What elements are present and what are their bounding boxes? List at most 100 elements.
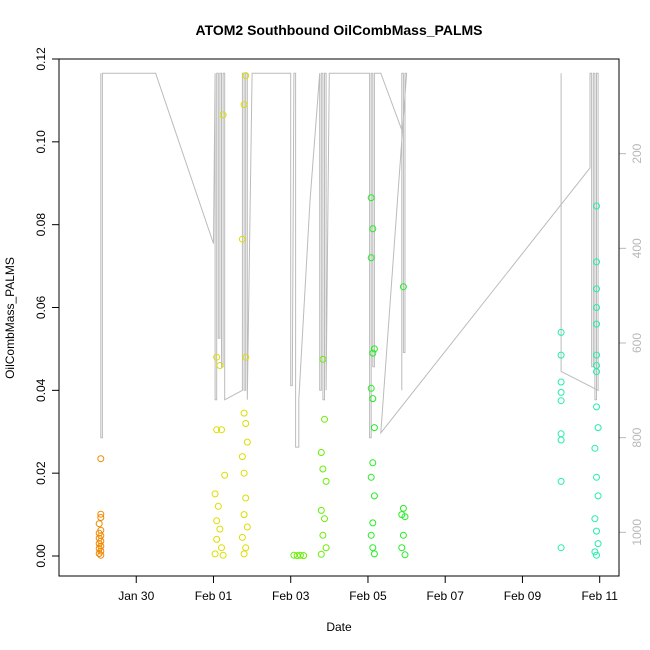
- data-point-series-5: [591, 515, 599, 523]
- data-point-series-5: [594, 540, 602, 548]
- data-point-series-1: [97, 514, 105, 521]
- data-point-series-5: [593, 304, 600, 311]
- data-point-series-4: [370, 345, 378, 353]
- data-point-series-5: [557, 430, 565, 438]
- data-point-series-3: [296, 551, 304, 559]
- data-point-series-4: [369, 544, 377, 552]
- y-tick-label: 0.02: [34, 461, 48, 485]
- data-point-series-2: [238, 533, 246, 541]
- data-point-series-2: [211, 550, 219, 558]
- data-point-series-5: [591, 548, 599, 556]
- altitude-trace-line: [100, 72, 599, 448]
- data-point-series-5: [594, 492, 602, 500]
- data-point-series-2: [240, 550, 248, 558]
- data-point-series-4: [370, 492, 378, 500]
- data-point-series-3: [319, 531, 327, 539]
- data-point-series-5: [557, 378, 565, 386]
- data-point-series-2: [240, 409, 248, 417]
- x-axis-label: Date: [326, 620, 352, 634]
- data-point-series-4: [370, 424, 378, 432]
- data-point-series-5: [593, 320, 600, 328]
- y2-tick-label: 800: [630, 427, 644, 447]
- data-point-series-5: [594, 424, 602, 432]
- y2-tick-label: 400: [630, 238, 644, 258]
- data-point-series-2: [238, 453, 246, 461]
- data-point-series-4: [369, 395, 377, 403]
- data-point-series-5: [593, 351, 600, 359]
- data-point-series-4: [370, 550, 378, 558]
- data-point-series-2: [213, 517, 221, 525]
- data-point-series-1: [97, 510, 105, 518]
- data-point-series-4: [367, 194, 375, 202]
- data-point-series-2: [213, 426, 221, 434]
- data-point-series-5: [557, 477, 565, 485]
- y2-tick-label: 200: [630, 143, 644, 163]
- data-point-series-2: [242, 72, 250, 80]
- data-point-series-4: [369, 459, 377, 467]
- data-point-series-4: [367, 384, 375, 392]
- data-point-series-5: [557, 328, 565, 336]
- data-point-series-1: [97, 455, 105, 463]
- data-point-series-5: [593, 202, 600, 210]
- y-axis-label: OilCombMass_PALMS: [3, 257, 17, 379]
- altitude-trace-layer: [100, 72, 599, 448]
- data-point-series-4: [367, 531, 375, 539]
- data-point-series-3: [321, 415, 328, 423]
- y-tick-label: 0.08: [34, 213, 48, 237]
- data-point-series-2: [219, 551, 227, 559]
- data-points-layer: [95, 72, 602, 560]
- chart-title: ATOM2 Southbound OilCombMass_PALMS: [196, 22, 483, 38]
- data-point-series-5: [593, 527, 600, 535]
- data-point-series-3: [317, 449, 325, 456]
- data-point-series-3: [322, 544, 330, 552]
- data-point-series-4: [398, 544, 406, 552]
- data-point-series-2: [218, 544, 225, 552]
- x-tick-label: Feb 03: [272, 589, 310, 603]
- data-point-series-5: [591, 444, 599, 452]
- data-point-series-2: [238, 235, 246, 243]
- data-point-series-5: [557, 436, 565, 444]
- data-point-series-5: [593, 473, 600, 481]
- data-point-series-4: [369, 519, 377, 527]
- data-point-series-1: [95, 520, 103, 528]
- data-point-series-3: [322, 477, 330, 485]
- x-tick-label: Feb 07: [427, 589, 465, 603]
- data-point-series-4: [369, 225, 377, 233]
- data-point-series-2: [213, 535, 221, 543]
- data-point-series-3: [321, 515, 328, 523]
- data-point-series-2: [240, 101, 248, 109]
- data-point-series-2: [221, 471, 229, 479]
- x-tick-label: Feb 09: [504, 589, 542, 603]
- data-point-series-2: [213, 353, 221, 361]
- data-point-series-5: [593, 368, 600, 376]
- data-point-series-4: [401, 513, 409, 521]
- data-point-series-4: [369, 349, 377, 357]
- data-point-series-5: [557, 351, 565, 359]
- y-tick-label: 0.04: [34, 378, 48, 402]
- x-tick-label: Jan 30: [118, 589, 154, 603]
- data-point-series-2: [243, 523, 251, 531]
- y-tick-label: 0.10: [34, 130, 48, 154]
- data-point-series-2: [242, 494, 250, 502]
- data-point-series-2: [243, 438, 251, 446]
- data-point-series-2: [240, 469, 248, 477]
- data-point-series-5: [593, 403, 600, 411]
- data-point-series-2: [211, 490, 219, 498]
- data-point-series-2: [218, 426, 225, 434]
- data-point-series-2: [219, 111, 227, 119]
- y-tick-label: 0.12: [34, 47, 48, 71]
- data-point-series-3: [317, 550, 325, 558]
- data-point-series-2: [216, 525, 224, 533]
- y2-tick-label: 1000: [630, 519, 644, 546]
- data-point-series-2: [240, 511, 248, 519]
- data-point-series-4: [399, 504, 407, 512]
- data-point-series-5: [593, 285, 600, 293]
- data-point-series-3: [317, 506, 325, 514]
- data-point-series-2: [242, 420, 250, 427]
- data-point-series-5: [557, 544, 565, 552]
- data-point-series-5: [593, 551, 600, 559]
- y-axis: 0.00 0.02 0.04 0.06 0.08 0.10 0.12: [34, 47, 59, 568]
- x-tick-label: Feb 11: [581, 589, 618, 603]
- y-tick-label: 0.06: [34, 295, 48, 319]
